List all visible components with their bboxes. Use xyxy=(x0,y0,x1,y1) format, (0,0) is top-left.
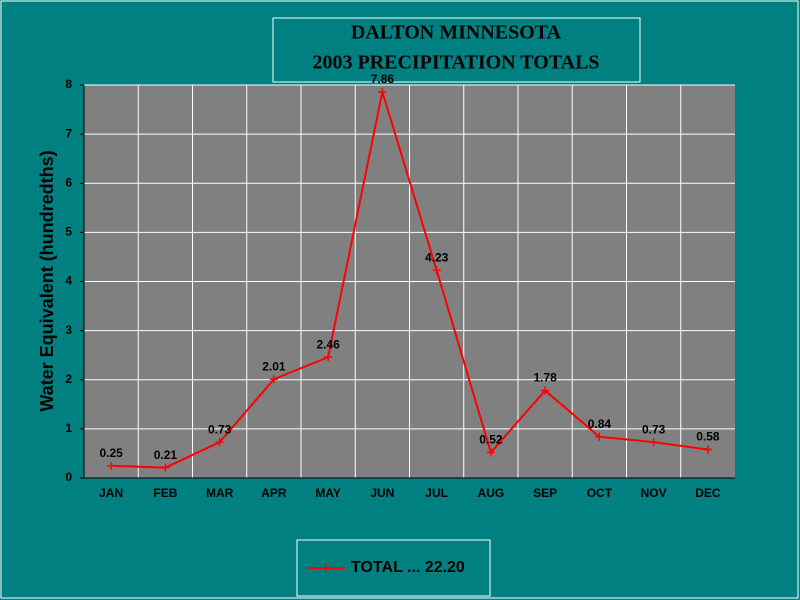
point-marker xyxy=(595,432,604,441)
point-marker xyxy=(649,438,658,447)
data-label: 0.58 xyxy=(696,430,720,444)
data-label: 0.52 xyxy=(479,433,503,447)
y-tick-label: 7 xyxy=(65,126,72,140)
x-tick-label: SEP xyxy=(533,486,557,500)
point-marker xyxy=(107,461,116,470)
data-label: 0.73 xyxy=(642,422,666,436)
y-tick-label: 6 xyxy=(65,175,72,189)
point-marker xyxy=(703,445,712,454)
point-marker xyxy=(269,375,278,384)
point-marker xyxy=(215,438,224,447)
chart-title: 2003 PRECIPITATION TOTALS xyxy=(312,52,599,74)
y-tick-label: 5 xyxy=(65,225,72,239)
point-marker xyxy=(541,386,550,395)
x-tick-label: JUN xyxy=(370,486,394,500)
x-tick-label: AUG xyxy=(478,486,505,500)
x-tick-label: FEB xyxy=(153,486,177,500)
data-label: 0.73 xyxy=(208,422,232,436)
x-tick-label: JUL xyxy=(425,486,448,500)
y-tick-label: 8 xyxy=(65,77,72,91)
data-label: 0.21 xyxy=(154,448,178,462)
data-label: 2.46 xyxy=(316,337,340,351)
data-label: 0.25 xyxy=(99,446,123,460)
chart-title: DALTON MINNESOTA xyxy=(351,22,562,44)
x-tick-label: OCT xyxy=(587,486,613,500)
legend-label: TOTAL ... 22.20 xyxy=(351,559,465,576)
x-tick-label: APR xyxy=(261,486,287,500)
y-axis-label: Water Equivalent (hundredths) xyxy=(37,150,57,411)
point-marker xyxy=(324,353,333,362)
y-tick-label: 3 xyxy=(65,323,72,337)
x-tick-label: MAR xyxy=(206,486,234,500)
point-marker xyxy=(378,87,387,96)
point-marker xyxy=(486,448,495,457)
data-label: 0.84 xyxy=(588,417,612,431)
y-tick-label: 1 xyxy=(65,421,72,435)
point-marker xyxy=(161,463,170,472)
legend-marker xyxy=(322,564,330,572)
y-tick-label: 4 xyxy=(65,274,72,288)
y-tick-label: 0 xyxy=(65,470,72,484)
x-tick-label: DEC xyxy=(695,486,721,500)
data-label: 7.86 xyxy=(371,72,395,86)
data-label: 1.78 xyxy=(533,371,557,385)
x-tick-label: MAY xyxy=(315,486,341,500)
series-line xyxy=(111,91,709,469)
x-tick-label: JAN xyxy=(99,486,123,500)
x-tick-label: NOV xyxy=(641,486,667,500)
data-label: 2.01 xyxy=(262,359,286,373)
title-box xyxy=(272,17,641,83)
y-tick-label: 2 xyxy=(65,372,72,386)
data-label: 4.23 xyxy=(425,250,449,264)
point-marker xyxy=(432,266,441,275)
